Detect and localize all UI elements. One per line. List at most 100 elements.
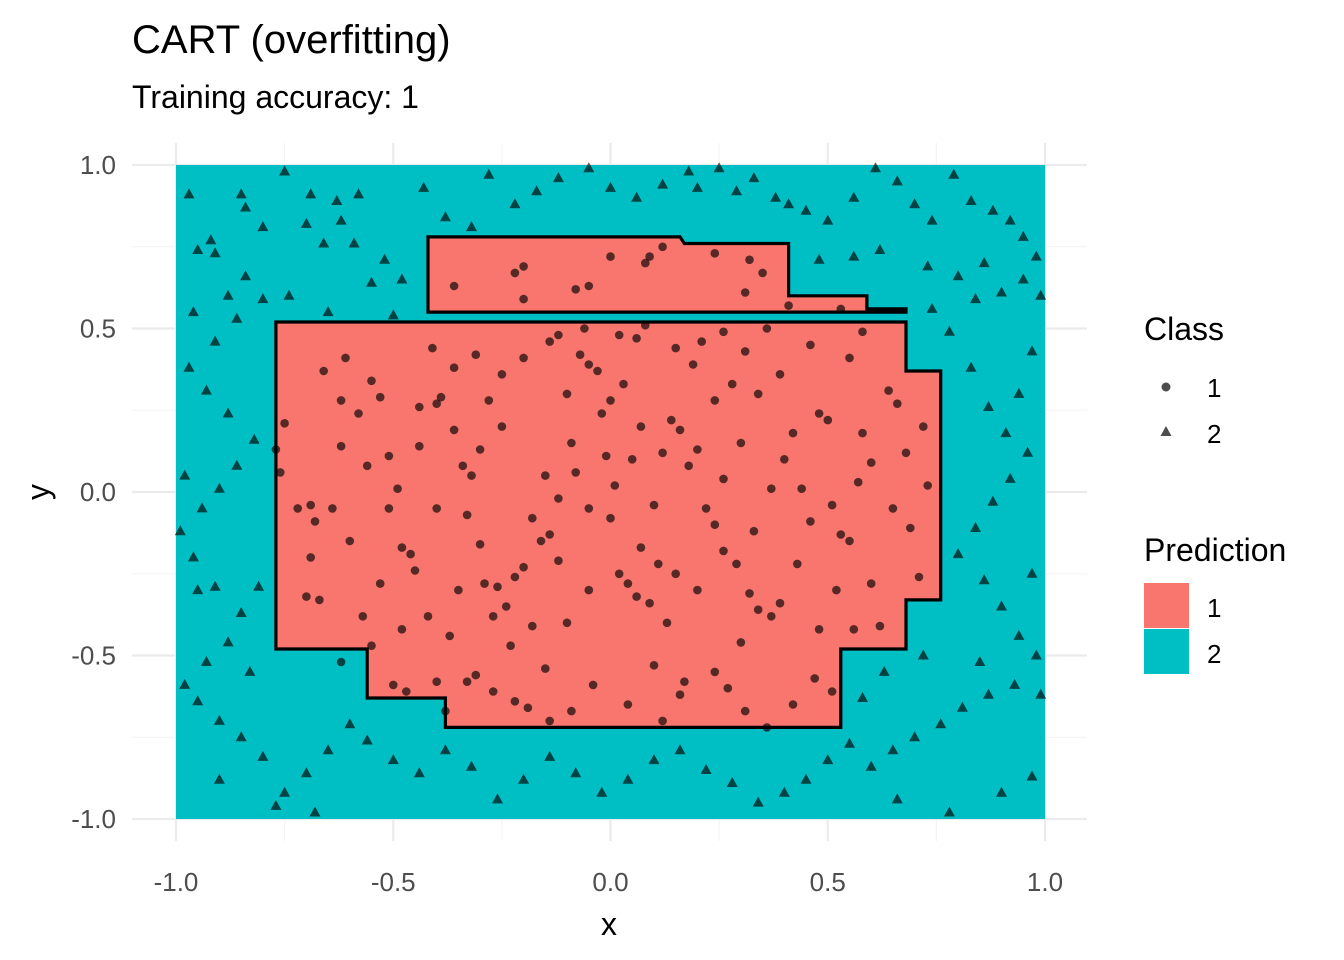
point-class-1: [436, 392, 446, 402]
point-class-1: [658, 448, 667, 458]
point-class-2: [187, 551, 199, 562]
y-axis-title: y: [20, 484, 56, 500]
point-class-1: [584, 281, 594, 291]
point-class-1: [853, 477, 863, 487]
point-class-1: [458, 461, 468, 471]
point-class-2: [213, 714, 225, 725]
point-class-1: [519, 353, 528, 363]
point-class-1: [632, 334, 641, 343]
point-class-2: [605, 181, 616, 192]
point-class-2: [309, 806, 321, 817]
point-class-2: [996, 786, 1007, 797]
point-class-1: [836, 530, 846, 539]
point-class-1: [775, 370, 785, 379]
point-class-1: [740, 706, 750, 716]
point-class-2: [270, 799, 282, 810]
point-class-1: [788, 700, 798, 709]
point-class-2: [179, 678, 191, 689]
point-class-1: [780, 455, 789, 464]
point-class-1: [449, 425, 459, 435]
point-class-2: [909, 198, 921, 209]
point-class-1: [693, 445, 702, 454]
point-class-1: [488, 687, 498, 696]
point-class-1: [806, 517, 815, 526]
point-class-1: [658, 716, 667, 726]
point-class-1: [336, 396, 346, 405]
x-tick-label: 0.5: [810, 867, 846, 897]
point-class-1: [345, 536, 355, 546]
point-class-2: [331, 195, 343, 205]
point-class-1: [775, 598, 785, 608]
point-class-1: [888, 504, 898, 513]
point-class-1: [684, 461, 693, 471]
legend-prediction-label-1: 1: [1207, 593, 1221, 623]
point-class-1: [441, 706, 450, 716]
point-class-1: [906, 523, 915, 533]
x-tick-label: 1.0: [1027, 867, 1063, 897]
point-class-1: [745, 255, 754, 265]
point-class-2: [222, 407, 234, 418]
legend-triangle-icon: [1160, 426, 1172, 436]
point-class-2: [344, 718, 356, 729]
point-class-1: [719, 327, 728, 337]
point-class-1: [697, 337, 706, 346]
point-class-2: [970, 293, 981, 304]
point-class-1: [667, 415, 676, 425]
point-class-2: [970, 522, 981, 532]
point-class-1: [562, 618, 572, 628]
point-class-1: [467, 471, 476, 480]
point-class-2: [674, 744, 686, 755]
point-class-1: [358, 612, 368, 621]
point-class-1: [710, 396, 720, 405]
point-class-1: [654, 559, 663, 569]
point-class-2: [956, 701, 968, 712]
point-class-1: [710, 667, 720, 677]
point-class-2: [248, 433, 260, 444]
point-class-2: [952, 548, 964, 559]
point-class-1: [432, 677, 442, 686]
point-class-1: [523, 703, 533, 713]
point-class-1: [866, 579, 876, 588]
point-class-1: [701, 504, 711, 513]
point-class-2: [935, 718, 947, 729]
point-class-1: [536, 536, 546, 546]
point-class-1: [597, 409, 607, 418]
legend-circle-icon: [1161, 382, 1171, 392]
point-class-2: [987, 495, 999, 506]
point-class-2: [770, 191, 782, 202]
prediction-region-2: [274, 320, 943, 730]
point-class-2: [857, 692, 868, 702]
point-class-2: [253, 580, 265, 591]
point-class-1: [901, 448, 911, 458]
point-class-1: [580, 324, 589, 333]
point-class-1: [758, 268, 767, 278]
x-tick-label: -1.0: [154, 867, 199, 897]
point-class-1: [588, 680, 598, 690]
point-class-1: [688, 360, 698, 369]
point-class-1: [827, 687, 837, 696]
point-class-2: [240, 201, 251, 212]
point-class-1: [736, 638, 746, 647]
point-class-1: [454, 585, 463, 595]
point-class-1: [784, 301, 793, 310]
point-class-2: [800, 773, 812, 784]
point-class-2: [974, 656, 986, 666]
point-class-1: [832, 585, 841, 595]
point-class-2: [183, 361, 195, 372]
y-tick-label: 0.5: [80, 314, 116, 344]
point-class-1: [623, 579, 633, 588]
point-class-1: [675, 425, 685, 435]
point-class-2: [279, 165, 291, 176]
point-class-1: [306, 500, 316, 510]
point-class-2: [943, 806, 955, 817]
point-class-1: [858, 327, 867, 337]
point-class-1: [645, 598, 654, 608]
point-class-1: [397, 625, 407, 634]
point-class-2: [235, 188, 247, 199]
point-class-1: [641, 320, 650, 330]
point-class-1: [432, 504, 442, 513]
point-class-2: [531, 185, 543, 196]
point-class-1: [449, 281, 459, 291]
point-class-2: [848, 191, 860, 202]
point-class-1: [614, 569, 624, 579]
